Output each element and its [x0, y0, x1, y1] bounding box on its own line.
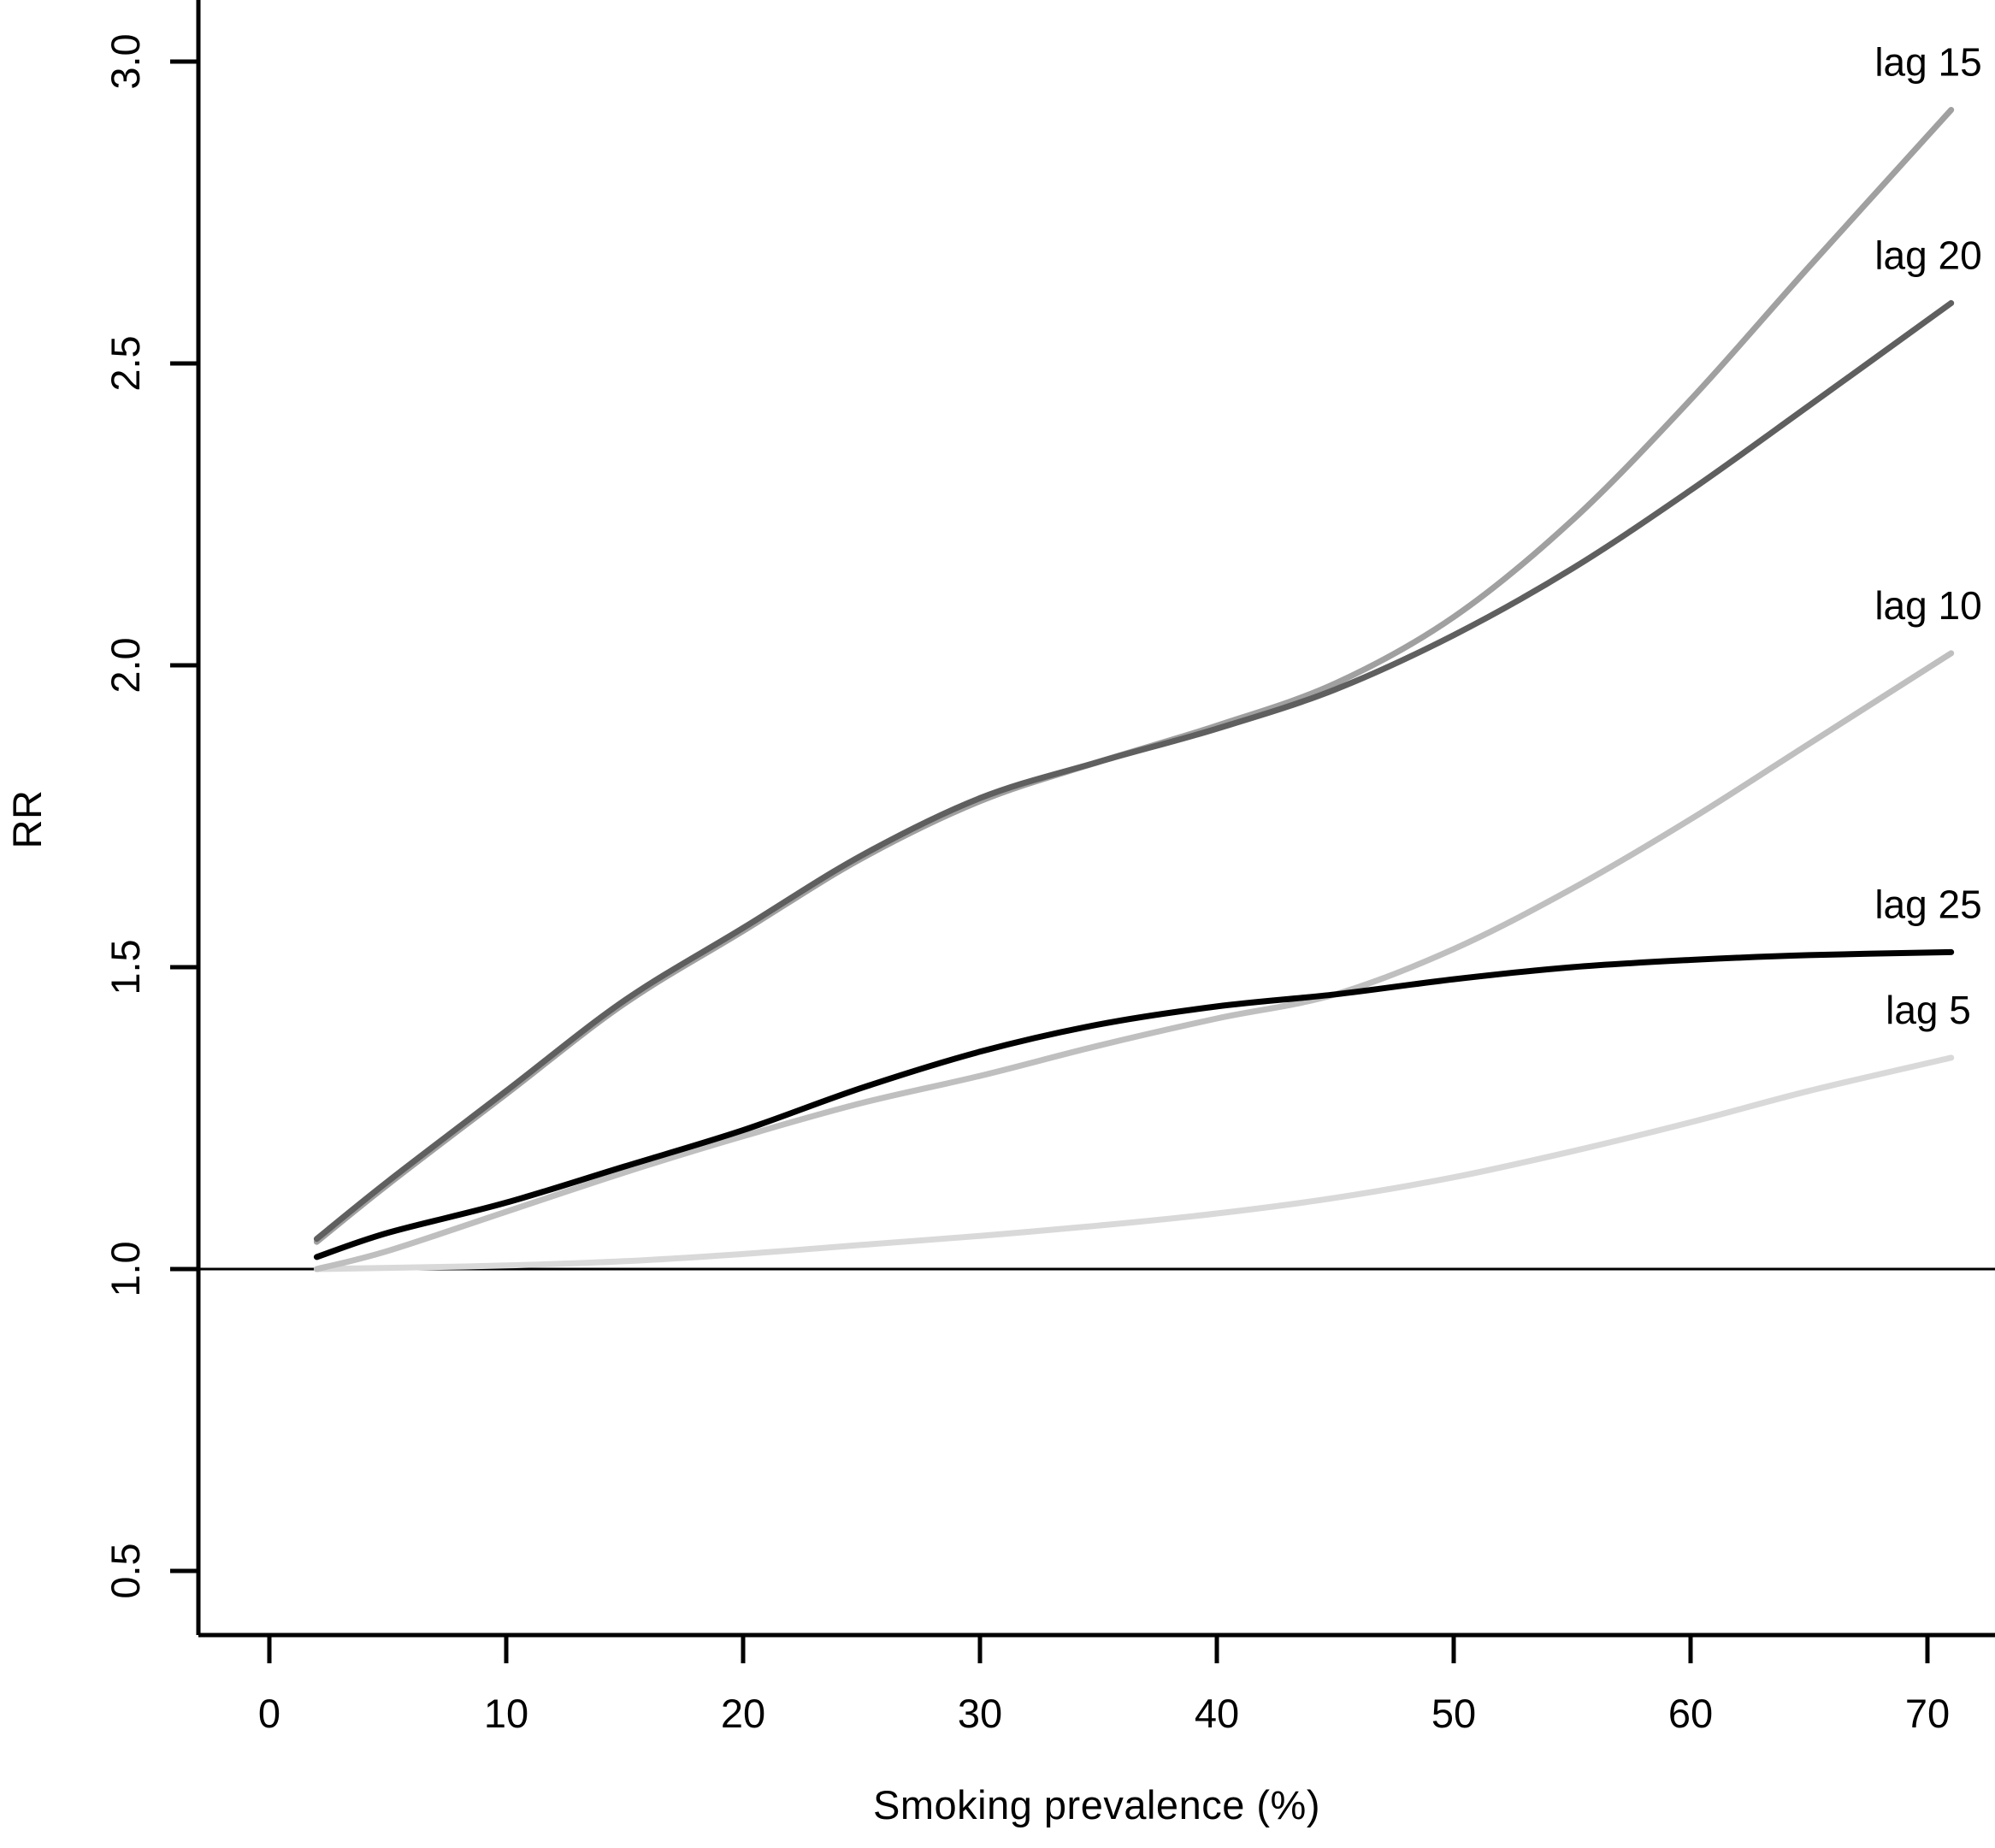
y-tick-label: 2.5: [103, 335, 148, 391]
series-label-lag-25: lag 25: [1874, 882, 1981, 926]
y-tick-label: 0.5: [103, 1543, 148, 1598]
series-label-lag-10: lag 10: [1874, 583, 1981, 628]
curve-lag-5: [313, 1054, 1955, 1272]
x-tick-label: 20: [721, 1691, 765, 1736]
y-tick-label: 1.0: [103, 1241, 148, 1296]
curve-lag-20: [313, 299, 1955, 1243]
y-tick-label: 3.0: [103, 33, 148, 89]
x-tick-label: 10: [484, 1691, 528, 1736]
curve-lag-10: [313, 650, 1955, 1272]
x-tick-label: 0: [258, 1691, 280, 1736]
x-tick-label: 70: [1905, 1691, 1950, 1736]
x-tick-label: 30: [958, 1691, 1002, 1736]
x-tick-label: 60: [1668, 1691, 1713, 1736]
curve-lag-25: [313, 948, 1955, 1261]
series-label-lag-5: lag 5: [1886, 988, 1971, 1032]
y-tick-label: 1.5: [103, 939, 148, 995]
x-tick-label: 40: [1195, 1691, 1239, 1736]
series-label-lag-20: lag 20: [1874, 233, 1981, 277]
x-tick-label: 50: [1431, 1691, 1476, 1736]
y-tick-label: 2.0: [103, 637, 148, 693]
curve-lag-15: [313, 107, 1955, 1245]
y-axis-title: RR: [4, 789, 50, 849]
series-label-lag-15: lag 15: [1874, 39, 1981, 84]
x-axis-title: Smoking prevalence (%): [873, 1782, 1320, 1827]
